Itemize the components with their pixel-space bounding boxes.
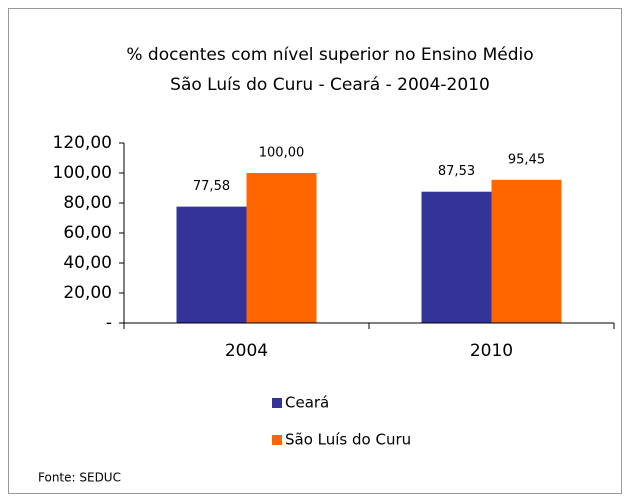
y-tick-label: 40,00: [63, 253, 112, 273]
value-label: 100,00: [259, 146, 305, 161]
legend-swatch: [272, 398, 282, 408]
x-tick-label: 2004: [225, 341, 268, 361]
y-tick-label: 80,00: [63, 193, 112, 213]
bar: [421, 191, 492, 323]
legend-swatch: [272, 435, 282, 445]
x-tick-label: 2010: [470, 341, 513, 361]
y-tick-label: 60,00: [63, 223, 112, 243]
legend-label: Ceará: [285, 394, 329, 412]
y-tick-label: 100,00: [53, 163, 112, 183]
chart-subtitle: São Luís do Curu - Ceará - 2004-2010: [170, 75, 490, 95]
legend-label: São Luís do Curu: [285, 431, 411, 449]
bar: [491, 179, 562, 323]
value-label: 95,45: [508, 152, 545, 167]
y-tick-label: 120,00: [53, 133, 112, 153]
bar: [246, 173, 317, 323]
bar: [176, 206, 247, 323]
value-label: 87,53: [438, 164, 475, 179]
y-tick-label: -: [106, 313, 112, 333]
value-label: 77,58: [193, 179, 230, 194]
chart-title: % docentes com nível superior no Ensino …: [126, 45, 533, 65]
source: Fonte: SEDUC: [38, 471, 121, 485]
y-tick-label: 20,00: [63, 283, 112, 303]
